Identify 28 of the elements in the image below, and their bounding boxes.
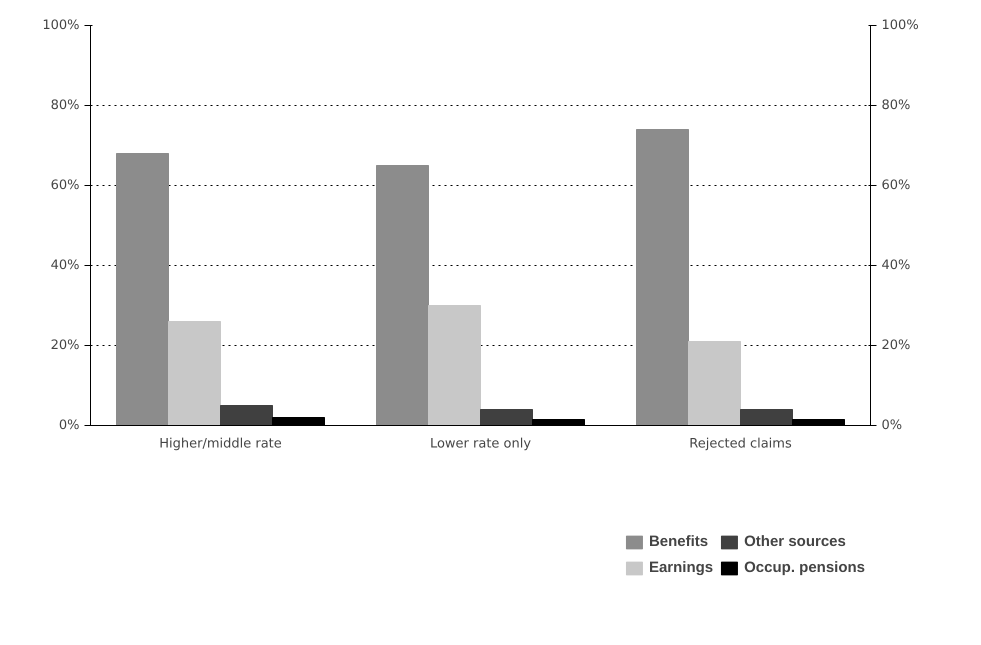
y2-tick-label: 100%	[882, 18, 919, 33]
bar	[220, 405, 273, 426]
y-tick-label: 60%	[50, 178, 80, 193]
bar	[740, 409, 793, 426]
legend-label: Occup. pensions	[744, 558, 865, 578]
y-tick-label: 40%	[50, 258, 80, 273]
y-tick-label: 100%	[42, 18, 80, 33]
legend-label: Other sources	[744, 532, 846, 552]
y-tick-label: 0%	[58, 418, 80, 433]
x-tick-label: Higher/middle rate	[159, 436, 282, 452]
bar	[428, 305, 481, 426]
bar	[480, 409, 533, 426]
y-tick-label: 80%	[50, 98, 80, 113]
y2-tick-label: 60%	[882, 178, 910, 193]
x-tick-label: Lower rate only	[430, 436, 532, 452]
y2-tick-label: 20%	[882, 338, 910, 353]
bar	[376, 165, 429, 426]
bar	[116, 153, 169, 426]
legend-label: Benefits	[648, 532, 708, 552]
bar	[636, 129, 689, 426]
y2-tick-label: 40%	[882, 258, 910, 273]
y2-tick-label: 80%	[882, 98, 910, 113]
y2-tick-label: 0%	[882, 418, 902, 433]
bar	[688, 341, 741, 426]
y-tick-label: 20%	[50, 338, 80, 353]
bar	[168, 321, 221, 426]
x-tick-label: Rejected claims	[689, 436, 792, 452]
legend-label: Earnings	[648, 558, 714, 578]
